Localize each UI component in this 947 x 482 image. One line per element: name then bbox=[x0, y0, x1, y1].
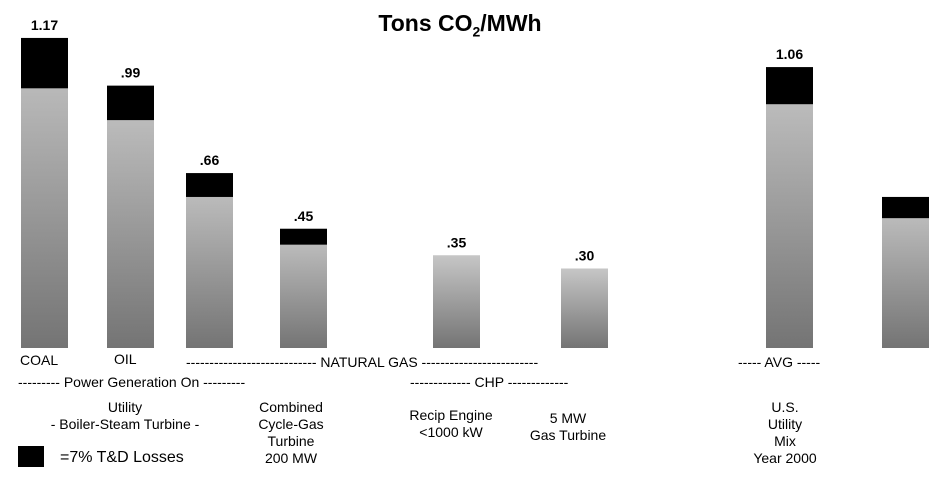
chart-title: Tons CO2/MWh bbox=[378, 10, 542, 40]
label-power-generation: --------- Power Generation On --------- bbox=[18, 374, 246, 390]
legend-label: =7% T&D Losses bbox=[60, 449, 184, 466]
legend-swatch bbox=[18, 446, 44, 467]
td-loss-extra bbox=[882, 196, 929, 219]
label-us-utility-mix: U.S. Utility Mix Year 2000 bbox=[753, 399, 817, 466]
label-chp: ------------- CHP ------------- bbox=[410, 374, 569, 390]
value-label-us-utility-mix: 1.06 bbox=[776, 46, 803, 62]
value-label-gas-steam: .66 bbox=[200, 152, 220, 168]
bar-coal bbox=[21, 37, 68, 348]
value-label-combined-cycle: .45 bbox=[294, 208, 314, 224]
bar-recip-engine bbox=[433, 255, 480, 348]
td-loss-gas-steam bbox=[186, 173, 233, 197]
label-natural-gas: ---------------------------- NATURAL GAS… bbox=[186, 354, 539, 370]
label-utility: Utility - Boiler-Steam Turbine - bbox=[50, 399, 200, 432]
bar-extra bbox=[882, 196, 929, 348]
value-label-recip-engine: .35 bbox=[447, 234, 467, 250]
label-oil: OIL bbox=[114, 351, 137, 367]
value-label-coal: 1.17 bbox=[31, 17, 58, 33]
bar-gas-steam bbox=[186, 173, 233, 348]
label-recip-engine: Recip Engine <1000 kW bbox=[409, 407, 493, 440]
label-combined-cycle: Combined Cycle-Gas Turbine 200 MW bbox=[258, 399, 324, 466]
label-coal: COAL bbox=[20, 352, 59, 368]
td-loss-oil bbox=[107, 85, 154, 121]
value-label-gas-turbine: .30 bbox=[575, 248, 595, 264]
bar-gas-turbine bbox=[561, 268, 608, 348]
label-avg: ----- AVG ----- bbox=[738, 354, 821, 370]
value-label-oil: .99 bbox=[121, 65, 141, 81]
td-loss-us-utility-mix bbox=[766, 67, 813, 105]
bar-oil bbox=[107, 85, 154, 349]
bar-us-utility-mix bbox=[766, 67, 813, 348]
td-loss-combined-cycle bbox=[280, 228, 327, 245]
bar-combined-cycle bbox=[280, 228, 327, 348]
td-loss-coal bbox=[21, 37, 68, 89]
label-gas-turbine: 5 MW Gas Turbine bbox=[529, 410, 607, 443]
